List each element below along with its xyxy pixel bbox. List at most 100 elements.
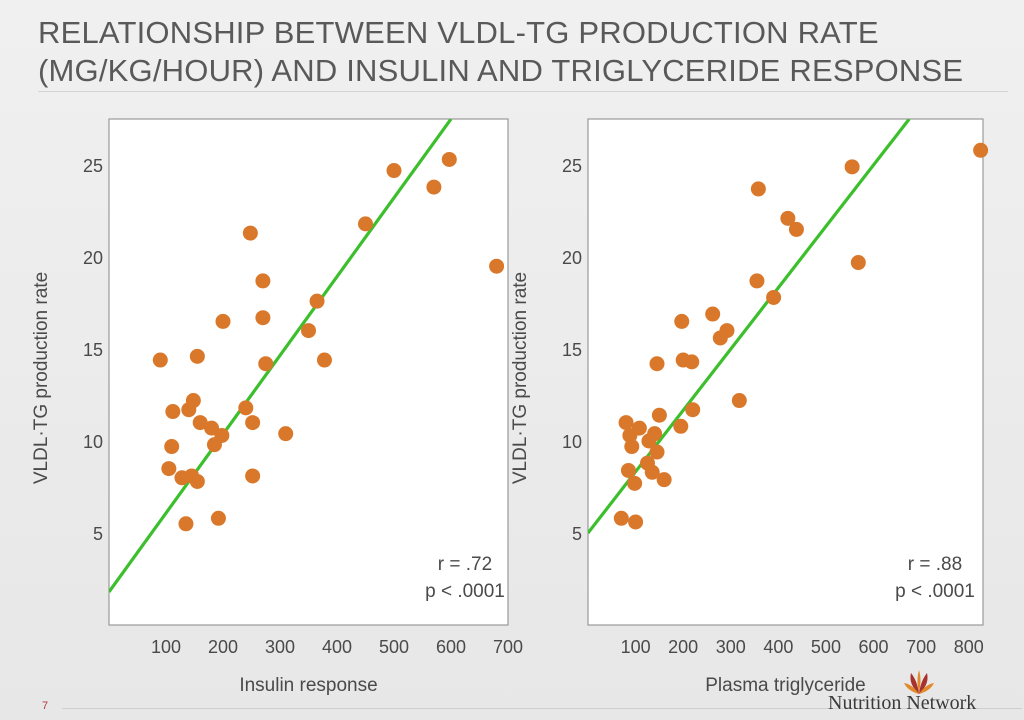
y-tick-label: 15 (83, 340, 103, 360)
footer-divider (62, 708, 1022, 709)
x-tick-label: 400 (322, 637, 352, 657)
x-tick-label: 700 (493, 637, 523, 657)
y-tick-label: 5 (572, 524, 582, 544)
data-point (749, 273, 765, 289)
x-tick-label: 300 (265, 637, 295, 657)
data-point (631, 420, 647, 436)
data-point (189, 473, 205, 489)
y-tick-label: 25 (562, 156, 582, 176)
data-point (238, 400, 254, 416)
data-point (750, 181, 766, 197)
data-point (613, 510, 629, 526)
data-point (719, 323, 735, 339)
data-point (656, 472, 672, 488)
y-tick-label: 10 (83, 432, 103, 452)
data-point (788, 221, 804, 237)
data-point (258, 356, 274, 372)
data-point (301, 323, 316, 339)
data-point (245, 468, 261, 484)
correlation-r-label: r = .72 (438, 554, 492, 575)
data-point (628, 514, 644, 530)
correlation-r-label: r = .88 (908, 554, 962, 575)
nutrition-network-logo-icon (904, 670, 934, 694)
x-tick-label: 500 (379, 637, 409, 657)
data-point (649, 356, 665, 372)
data-point (152, 352, 168, 368)
y-tick-label: 20 (562, 248, 582, 268)
y-tick-label: 25 (83, 156, 103, 176)
data-point (161, 461, 177, 477)
data-point (673, 418, 689, 434)
x-tick-label: 300 (716, 637, 746, 657)
title-divider (38, 91, 1008, 92)
slide-title: RELATIONSHIP BETWEEN VLDL-TG PRODUCTION … (38, 14, 1018, 90)
x-tick-label: 500 (811, 637, 841, 657)
data-point (620, 462, 636, 478)
data-point (426, 179, 442, 195)
data-point (651, 407, 667, 423)
data-point (627, 475, 643, 491)
data-point (649, 444, 665, 460)
data-point (647, 426, 663, 442)
data-point (685, 402, 701, 418)
data-point (644, 464, 660, 480)
brand-name: Nutrition Network (828, 692, 977, 714)
plot-frame (587, 118, 984, 626)
x-tick-label: 100 (621, 637, 651, 657)
data-point (684, 354, 700, 370)
data-point (255, 310, 271, 326)
y-axis-label: VLDL·TG production rate (510, 272, 531, 484)
data-point (850, 255, 866, 271)
data-point (210, 510, 226, 526)
data-point (165, 404, 181, 420)
y-tick-label: 20 (83, 248, 103, 268)
slide-number: 7 (42, 700, 49, 712)
data-point (618, 415, 634, 431)
x-tick-label: 100 (151, 637, 181, 657)
data-point (674, 313, 690, 329)
y-tick-label: 5 (93, 524, 103, 544)
x-axis-label: Insulin response (239, 675, 377, 696)
scatter-plot-1: 5 10 15 20 25 100 200 300 400 500 600 700 Insulin re… (31, 118, 523, 696)
data-point (242, 225, 258, 241)
data-point (705, 306, 721, 322)
data-point (731, 393, 747, 409)
data-point (215, 313, 231, 329)
data-point (185, 393, 201, 409)
slide-title-line-1: RELATIONSHIP BETWEEN VLDL-TG PRODUCTION … (38, 15, 879, 50)
data-point (255, 273, 271, 289)
data-point (309, 293, 325, 309)
plot-frame (108, 118, 509, 626)
data-point (358, 216, 373, 232)
x-tick-label: 600 (436, 637, 466, 657)
data-point (164, 439, 180, 455)
x-tick-label: 800 (954, 637, 984, 657)
p-value-label: p < .0001 (425, 581, 505, 602)
x-tick-label: 400 (763, 637, 793, 657)
x-axis-label: Plasma triglyceride (705, 675, 866, 696)
data-point (489, 258, 505, 274)
data-point (766, 289, 782, 305)
p-value-label: p < .0001 (895, 581, 975, 602)
x-tick-label: 200 (668, 637, 698, 657)
data-point (386, 163, 402, 179)
data-point (214, 427, 230, 443)
data-point (189, 348, 205, 364)
data-point (780, 210, 796, 226)
data-point (245, 415, 261, 431)
y-tick-label: 10 (562, 432, 582, 452)
data-point (192, 415, 208, 431)
y-axis-label: VLDL·TG production rate (31, 272, 52, 484)
y-tick-label: 15 (562, 340, 582, 360)
data-point (441, 151, 457, 167)
x-tick-label: 600 (859, 637, 889, 657)
slide-title-line-2: (MG/KG/HOUR) AND INSULIN AND TRIGLYCERID… (38, 53, 964, 88)
data-point (178, 516, 194, 532)
data-point (278, 426, 294, 442)
data-point (973, 142, 989, 158)
data-point (624, 439, 640, 455)
data-point (316, 352, 332, 368)
x-tick-label: 200 (208, 637, 238, 657)
x-tick-label: 700 (906, 637, 936, 657)
